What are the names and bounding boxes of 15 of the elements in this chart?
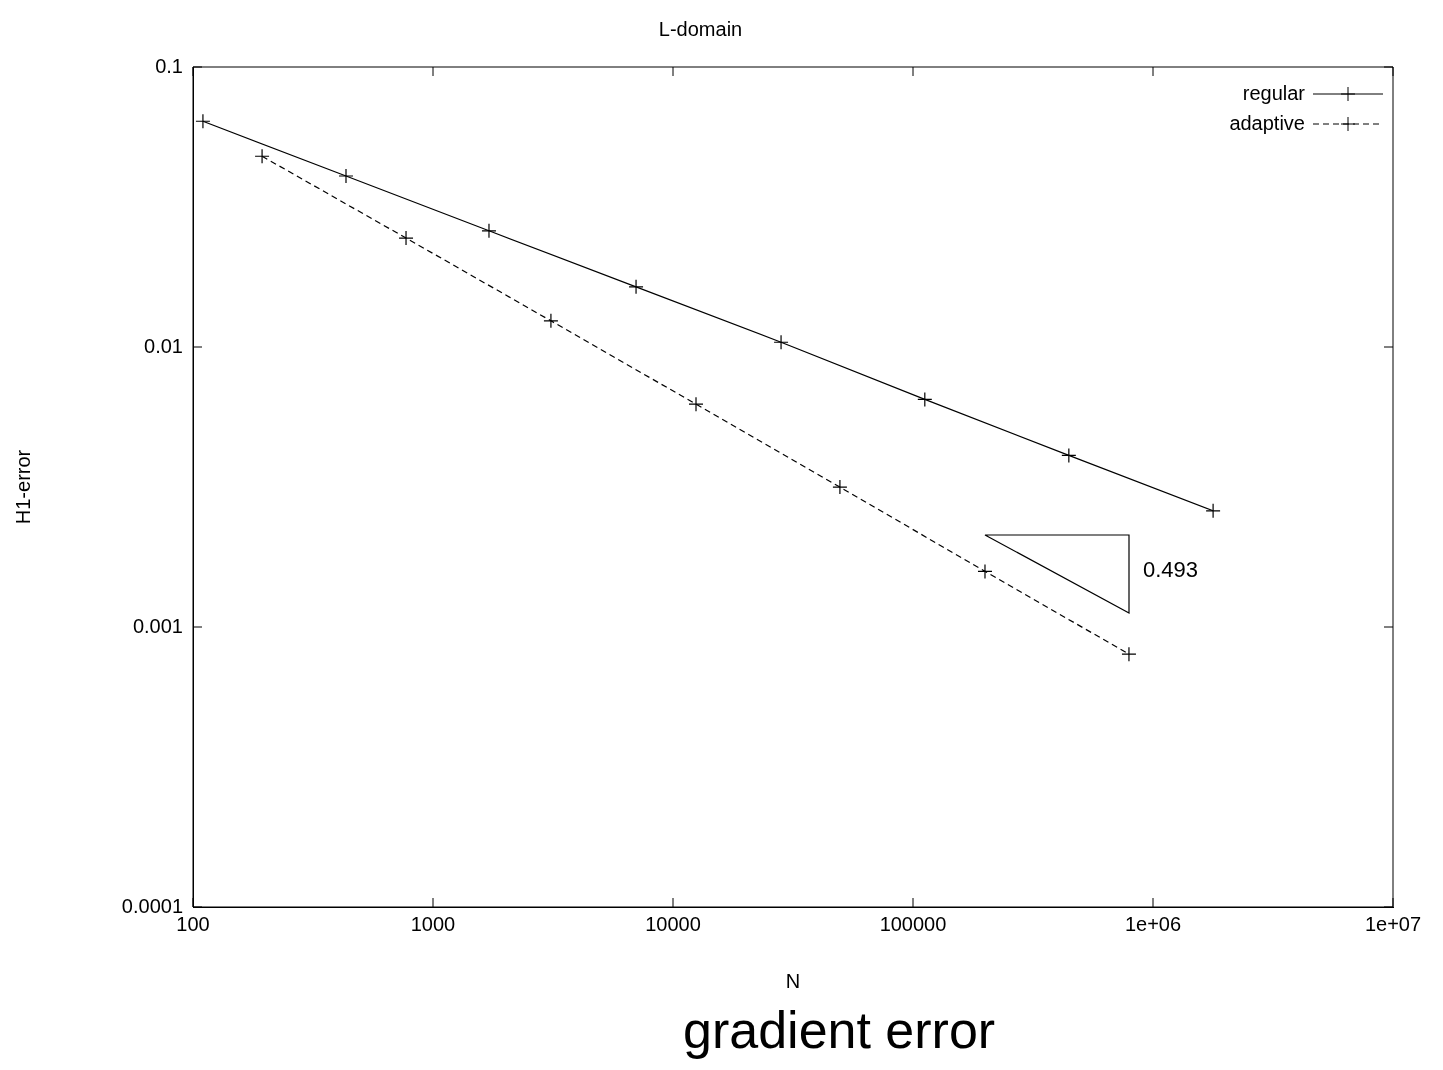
x-axis-title: N: [785, 969, 801, 992]
annotation: 0.493: [1143, 557, 1199, 583]
y-tick-label: 0.01: [144, 334, 183, 357]
x-tick-label: 1000: [410, 912, 456, 935]
y-tick-label: 0.001: [132, 614, 183, 637]
x-tick-label: 10000: [645, 912, 701, 935]
y-axis-title: H1-error: [11, 449, 34, 525]
legend-label: adaptive: [1229, 111, 1305, 134]
legend-label: regular: [1242, 81, 1306, 104]
y-tick-label: 0.1: [155, 54, 183, 77]
chart-title: L-domain: [658, 17, 743, 40]
x-tick-label: 1e+06: [1124, 912, 1182, 935]
x-tick-label: 100000: [879, 912, 947, 935]
text: gradient error: [683, 1000, 997, 1060]
x-tick-label: 1e+07: [1364, 912, 1422, 935]
